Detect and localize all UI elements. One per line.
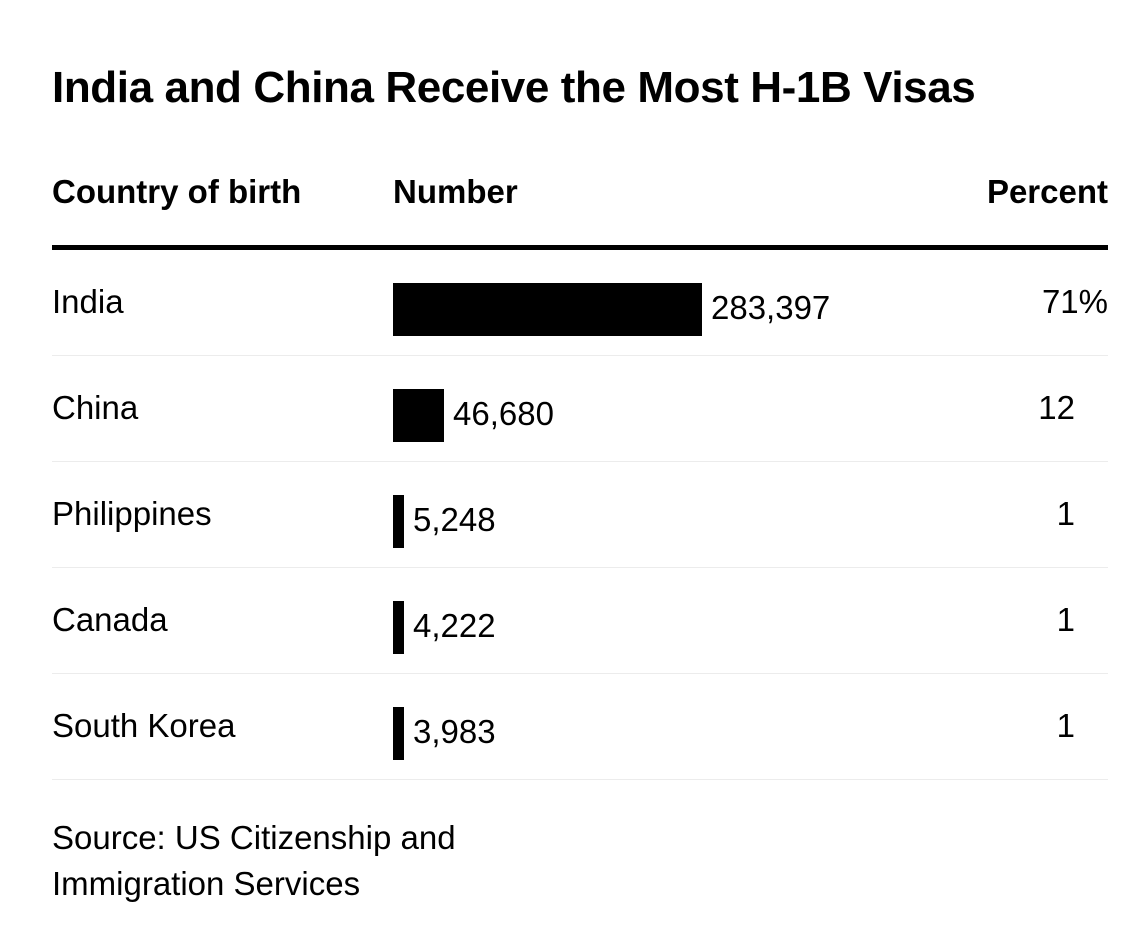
row-divider [52, 673, 1108, 674]
row-divider [52, 779, 1108, 780]
bar [393, 601, 404, 654]
table-row: China 46,680 12 [52, 356, 1108, 462]
country-label: India [52, 283, 124, 320]
bar [393, 495, 404, 548]
bar [393, 389, 444, 442]
row-divider [52, 567, 1108, 568]
value-label: 5,248 [413, 501, 496, 538]
chart-title: India and China Receive the Most H-1B Vi… [52, 63, 976, 112]
source-note: Source: US Citizenship and Immigration S… [52, 819, 456, 902]
header-divider [52, 245, 1108, 250]
country-label: South Korea [52, 707, 236, 744]
bar [393, 283, 702, 336]
value-label: 283,397 [711, 289, 831, 326]
value-label: 3,983 [413, 713, 496, 750]
table-row: India 283,397 71% [52, 250, 1108, 356]
percent-label: 71% [1041, 283, 1108, 320]
row-divider [52, 355, 1108, 356]
percent-label: 1 [1056, 495, 1075, 532]
column-header-number: Number [393, 173, 518, 210]
column-header-percent: Percent [986, 173, 1108, 210]
country-label: Canada [52, 601, 168, 638]
column-header-country: Country of birth [52, 173, 302, 210]
bar [393, 707, 404, 760]
row-divider [52, 461, 1108, 462]
table-row: Philippines 5,248 1 [52, 462, 1108, 568]
value-label: 4,222 [413, 607, 496, 644]
country-label: China [52, 389, 139, 426]
percent-label: 1 [1056, 707, 1075, 744]
value-label: 46,680 [453, 395, 554, 432]
table-row: South Korea 3,983 1 [52, 674, 1108, 780]
country-label: Philippines [52, 495, 212, 532]
percent-label: 12 [1038, 389, 1075, 426]
percent-label: 1 [1056, 601, 1075, 638]
table-row: Canada 4,222 1 [52, 568, 1108, 674]
